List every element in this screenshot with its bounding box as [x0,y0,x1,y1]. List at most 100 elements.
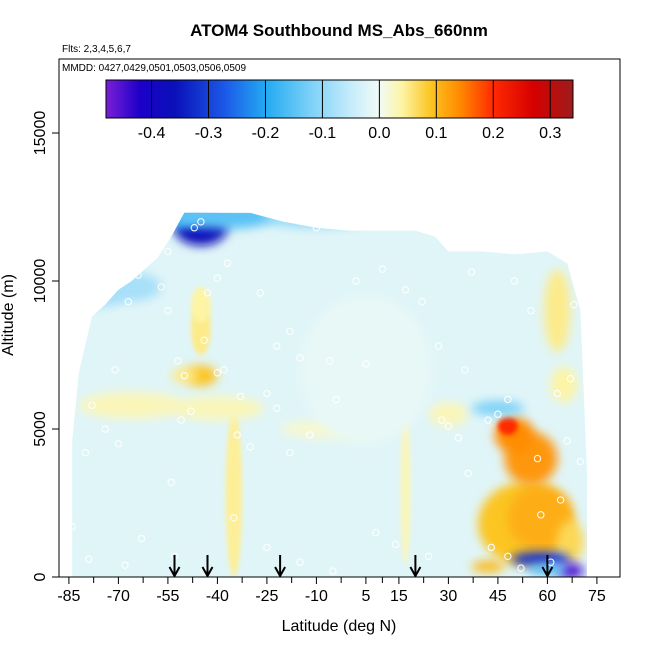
sample-point [378,265,387,273]
x-tick-label: -70 [107,588,130,605]
flights-subtitle: Flts: 2,3,4,5,6,7 [62,44,131,55]
sample-point [391,540,400,549]
sample-point [230,514,238,522]
sample-point [424,552,433,560]
sample-point [329,567,337,575]
sample-point [197,218,205,226]
sample-point [286,448,294,457]
sample-point [164,247,172,256]
x-tick-label: -55 [156,588,179,605]
sample-point [190,224,199,232]
x-tick-label: 75 [588,588,606,605]
x-tick-label: 45 [489,588,507,605]
sample-point [85,555,93,563]
sample-point [510,277,519,285]
sample-point [167,478,175,486]
anomaly-blob [171,396,264,421]
sample-point [306,431,314,439]
dates-subtitle: MMDD: 0427,0429,0501,0503,0506,0509 [62,63,246,74]
sample-point [573,265,581,273]
chart-title: ATOM4 Southbound MS_Abs_660nm [190,21,488,40]
x-tick-label: 15 [390,588,408,605]
heatmap-field [72,212,587,577]
x-tick-label: -10 [305,588,328,605]
sample-point [553,389,561,398]
y-tick-label: 5000 [32,411,49,447]
sample-point [157,283,166,291]
flight-arrow-head [409,566,422,577]
sample-point [563,437,571,445]
plot-area [68,212,587,577]
sample-point [286,327,294,336]
flight-arrow-head [168,566,181,577]
sample-point [180,372,189,380]
flight-arrow-head [201,566,214,577]
sample-point [464,469,472,478]
sample-point [576,457,585,466]
sample-point [504,552,512,560]
flight-arrow [409,555,422,577]
colorbar-tick-label: 0.2 [482,125,504,142]
sample-point [527,306,535,315]
sample-point [556,496,565,504]
anomaly-blob [95,272,162,302]
flight-arrow-head [541,566,554,577]
anomaly-blob [263,212,370,228]
sample-point [438,416,446,424]
anomaly-blob [557,520,584,563]
sample-point [134,271,142,279]
sample-point [566,374,575,383]
flight-arrow [541,555,554,577]
anomaly-blob [78,392,185,419]
sample-point [213,274,222,282]
anomaly-blob [171,368,198,384]
anomaly-blob [299,295,432,444]
sample-point [517,564,525,572]
x-tick-label: 30 [440,588,458,605]
sample-point [484,416,492,424]
sample-point [114,440,123,448]
colorbar-tick-label: -0.1 [309,125,337,142]
sample-point [236,392,245,401]
sample-point [223,259,232,267]
sample-point [121,561,129,569]
sample-point [296,354,304,362]
anomaly-blob [400,411,411,566]
y-axis: 0 5000 10000 15000 [32,111,59,581]
sample-point [101,425,109,433]
colorbar-ticks: -0.4 -0.3 -0.2 -0.1 0.0 0.1 0.2 0.3 [138,80,561,142]
colorbar-tick-label: -0.4 [138,125,166,142]
sample-point [174,357,182,365]
x-axis: -85 -70 -55 -40 -25 -10 5 15 30 45 60 75 [57,577,606,605]
sample-point [111,366,119,374]
sample-point [487,543,495,552]
anomaly-blob [511,551,571,567]
sample-point [88,401,96,410]
y-axis-label: Altitude (m) [0,274,17,356]
sample-point [296,558,304,566]
sample-point [533,454,542,463]
sample-point [213,369,222,377]
x-tick-label: 60 [539,588,557,605]
anomaly-blob [497,417,518,435]
sample-point [137,262,146,270]
sample-point [273,342,281,350]
sample-point [418,298,426,306]
sample-point [220,366,228,374]
anomaly-blob [171,212,277,230]
sample-point [467,268,476,276]
anomaly-blob [550,366,578,403]
sample-point [203,289,212,297]
sample-point [263,389,271,398]
sample-point [233,431,241,439]
x-tick-label: -40 [206,588,229,605]
colorbar-tick-label: -0.2 [252,125,280,142]
sample-point [81,448,90,457]
x-axis-label: Latitude (deg N) [282,618,397,635]
sample-point [263,543,271,552]
colorbar-tick-label: 0.0 [368,125,390,142]
sample-point [256,289,264,297]
y-tick-label: 15000 [32,111,49,156]
colorbar-tick-label: 0.3 [539,125,561,142]
